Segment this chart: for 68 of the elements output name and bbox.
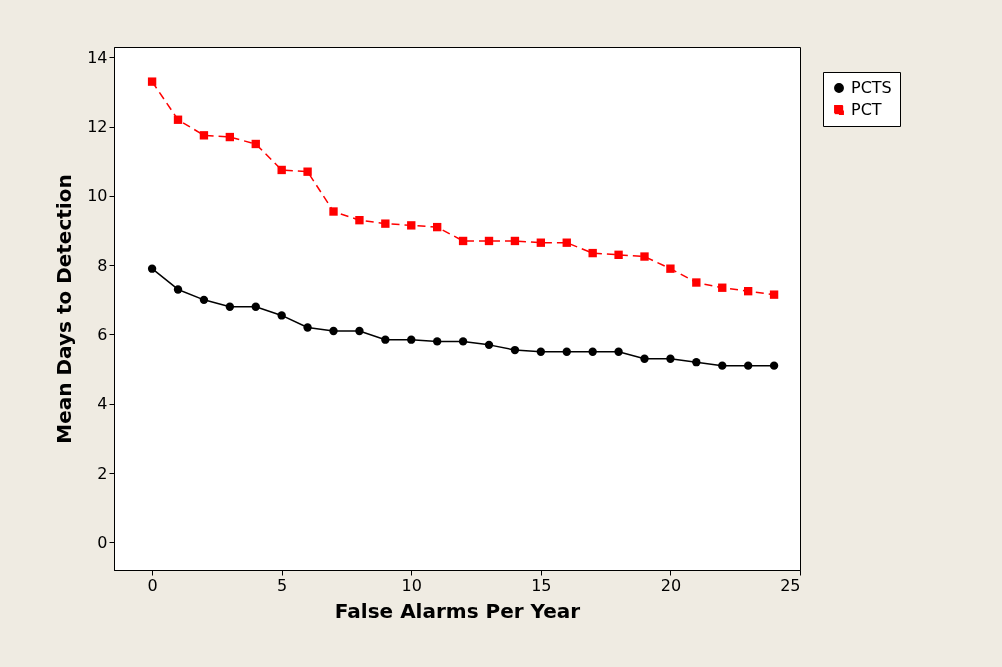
x-tick-label: 10: [401, 575, 422, 595]
point: [588, 248, 597, 258]
point: [484, 236, 494, 246]
point: [666, 264, 675, 273]
y-tick-label: 6: [97, 324, 108, 344]
legend-label: PCTS: [851, 78, 892, 97]
point: [718, 361, 727, 370]
point: [277, 165, 286, 175]
x-tick-label: 0: [147, 575, 158, 595]
point: [536, 238, 546, 247]
point: [510, 345, 520, 355]
x-axis-title: False Alarms Per Year: [334, 598, 581, 623]
point: [536, 347, 546, 356]
point: [692, 358, 701, 367]
point: [432, 222, 442, 232]
point: [718, 283, 727, 292]
x-tick-label: 25: [780, 575, 801, 595]
x-tick-label: 20: [660, 575, 682, 595]
point: [381, 219, 390, 228]
point: [432, 337, 442, 346]
x-tick-label: 5: [277, 575, 288, 595]
point: [329, 207, 338, 216]
point: [147, 264, 157, 273]
point: [407, 221, 416, 230]
y-axis-title: Mean Days to Detection: [52, 174, 77, 444]
point: [562, 347, 571, 356]
y-tick-label: 2: [97, 463, 108, 483]
y-tick-label: 8: [97, 255, 108, 275]
point: [199, 295, 209, 305]
point: [640, 354, 649, 363]
y-tick-label: 12: [87, 117, 108, 137]
point: [769, 361, 779, 370]
y-tick-label: 10: [87, 186, 108, 206]
point: [199, 131, 209, 140]
legend-label: PCT: [851, 100, 882, 119]
point: [407, 335, 416, 344]
point: [743, 287, 753, 296]
point: [458, 337, 468, 346]
point: [588, 347, 597, 356]
point: [303, 323, 312, 332]
point: [355, 216, 364, 225]
point: [484, 340, 494, 350]
point: [666, 354, 675, 363]
x-tick-label: 15: [531, 575, 552, 595]
point: [614, 347, 623, 356]
point: [173, 285, 183, 294]
y-tick-label: 4: [97, 394, 108, 414]
point: [303, 167, 312, 176]
point: [251, 139, 260, 149]
point: [277, 311, 286, 320]
point: [458, 236, 468, 246]
point: [225, 302, 235, 311]
point: [355, 326, 364, 336]
point: [743, 361, 753, 370]
point: [692, 278, 701, 287]
y-tick-label: 14: [87, 47, 108, 67]
point: [510, 236, 520, 246]
point: [381, 335, 390, 344]
point: [640, 252, 649, 261]
point: [562, 238, 571, 247]
point: [769, 290, 779, 299]
y-tick-label: 0: [97, 532, 108, 552]
point: [251, 302, 260, 311]
point: [614, 250, 623, 259]
point: [225, 132, 235, 142]
point: [329, 326, 338, 336]
point: [147, 77, 157, 86]
point: [173, 115, 183, 124]
